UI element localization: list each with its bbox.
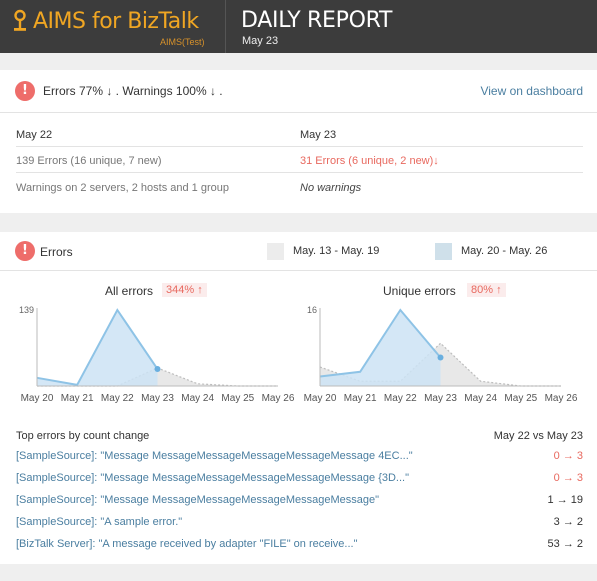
prev-date: May 22 [16, 129, 53, 141]
divider [16, 146, 583, 147]
chart-title-unique-errors: Unique errors [383, 284, 456, 298]
x-tick-label: May 25 [221, 393, 254, 404]
top-error-link[interactable]: [SampleSource]: "Message MessageMessageM… [16, 494, 380, 506]
y-tick-label: 16 [307, 305, 317, 315]
data-point [154, 366, 161, 373]
x-tick-label: May 25 [504, 393, 537, 404]
legend-label-previous: May. 13 - May. 19 [293, 245, 380, 257]
divider [0, 112, 597, 113]
x-tick-label: May 22 [384, 393, 417, 404]
legend-swatch-previous [267, 243, 284, 260]
prev-warnings: Warnings on 2 servers, 2 hosts and 1 gro… [16, 182, 229, 194]
divider [16, 172, 583, 173]
curr-warnings: No warnings [300, 182, 362, 194]
top-error-row: [BizTalk Server]: "A message received by… [0, 534, 597, 556]
app-header: AIMS for BizTalk AIMS(Test) DAILY REPORT… [0, 0, 597, 53]
top-error-row: [SampleSource]: "A sample error." 3 → 2 [0, 512, 597, 534]
series-current-line [319, 308, 442, 378]
top-error-change: 1 → 19 [547, 494, 583, 506]
divider [0, 270, 597, 271]
summary-row: ! Errors 77% ↓ . Warnings 100% ↓ . View … [0, 70, 597, 112]
data-point [437, 354, 444, 361]
curr-errors: 31 Errors (6 unique, 2 new)↓ [300, 155, 439, 167]
x-tick-label: May 26 [262, 393, 295, 404]
curr-date: May 23 [300, 129, 337, 141]
x-tick-label: May 20 [21, 393, 54, 404]
legend-label-current: May. 20 - May. 26 [461, 245, 548, 257]
x-tick-label: May 23 [424, 393, 457, 404]
view-dashboard-link[interactable]: View on dashboard [480, 84, 583, 98]
errors-panel: ! Errors May. 13 - May. 19 May. 20 - May… [0, 232, 597, 564]
prev-errors: 139 Errors (16 unique, 7 new) [16, 155, 162, 167]
top-error-change: 0 → 3 [553, 450, 583, 462]
top-error-change: 53 → 2 [547, 538, 583, 550]
x-tick-label: May 23 [141, 393, 174, 404]
alert-icon: ! [15, 241, 35, 261]
top-error-row: [SampleSource]: "Message MessageMessageM… [0, 490, 597, 512]
errors-title: Errors [40, 245, 73, 259]
series-current-area [320, 310, 441, 386]
brand-name: AIMS for BizTalk [33, 9, 199, 34]
brand[interactable]: AIMS for BizTalk AIMS(Test) [0, 0, 225, 53]
chart-change-unique-errors: 80% ↑ [467, 283, 506, 297]
series-current-line [36, 308, 159, 387]
top-error-change: 0 → 3 [553, 472, 583, 484]
top-error-link[interactable]: [BizTalk Server]: "A message received by… [16, 538, 358, 550]
top-error-row: [SampleSource]: "Message MessageMessageM… [0, 446, 597, 468]
chart-change-all-errors: 344% ↑ [162, 283, 207, 297]
x-tick-label: May 21 [61, 393, 94, 404]
x-tick-label: May 20 [304, 393, 337, 404]
top-errors-title: Top errors by count change [16, 430, 150, 442]
chart-title-all-errors: All errors [105, 284, 154, 298]
legend-swatch-current [435, 243, 452, 260]
top-error-row: [SampleSource]: "Message MessageMessageM… [0, 468, 597, 490]
alert-icon: ! [15, 81, 35, 101]
x-tick-label: May 21 [344, 393, 377, 404]
x-tick-label: May 24 [181, 393, 214, 404]
top-errors-compare: May 22 vs May 23 [493, 430, 583, 442]
report-title: DAILY REPORT [241, 8, 393, 33]
top-error-link[interactable]: [SampleSource]: "A sample error." [16, 516, 183, 528]
x-tick-label: May 26 [545, 393, 578, 404]
header-divider [225, 0, 226, 53]
y-tick-label: 139 [19, 305, 34, 315]
environment-label: AIMS(Test) [160, 37, 205, 47]
unique-errors-chart: 16 May 20 May 21 May 22 May 23 May 24 May 25 Ma… [304, 305, 578, 404]
top-error-change: 3 → 2 [553, 516, 583, 528]
x-tick-label: May 22 [101, 393, 134, 404]
report-date: May 23 [242, 35, 279, 47]
all-errors-chart: 139 May 20 May 21 May 22 May 23 May 24 May 25 M… [19, 305, 295, 404]
summary-text: Errors 77% ↓ . Warnings 100% ↓ . [43, 84, 223, 98]
aims-logo-icon [14, 9, 26, 31]
summary-panel: ! Errors 77% ↓ . Warnings 100% ↓ . View … [0, 70, 597, 213]
x-tick-label: May 24 [464, 393, 497, 404]
top-error-link[interactable]: [SampleSource]: "Message MessageMessageM… [16, 472, 410, 484]
top-error-link[interactable]: [SampleSource]: "Message MessageMessageM… [16, 450, 413, 462]
